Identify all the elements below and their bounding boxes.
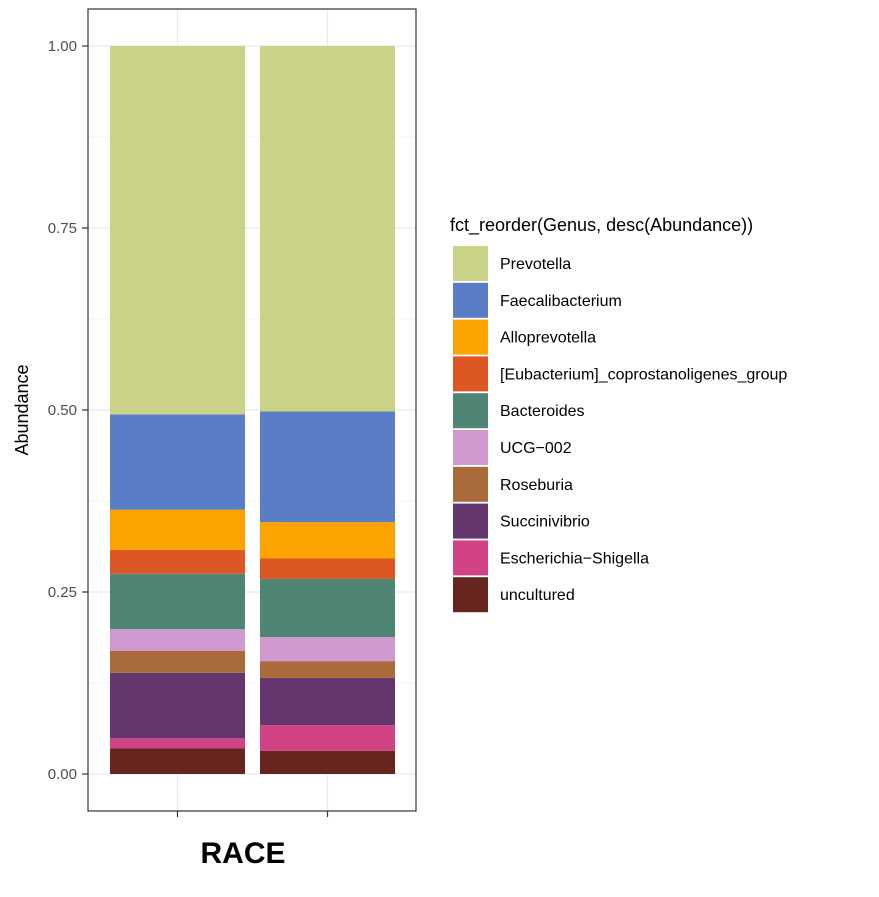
bar-segment	[260, 46, 395, 412]
bar-segment	[260, 661, 395, 678]
legend-swatch	[453, 503, 488, 539]
legend-swatch	[453, 393, 488, 429]
bars	[110, 46, 395, 774]
bar-segment	[110, 573, 245, 630]
legend-label: Escherichia−Shigella	[500, 550, 649, 567]
crop-strip	[0, 819, 879, 897]
legend-label: Roseburia	[500, 477, 573, 494]
y-tick-label: 1.00	[48, 38, 77, 55]
bar-segment	[260, 558, 395, 579]
legend-label: Prevotella	[500, 256, 571, 273]
y-axis: 0.00 0.25 0.50 0.75 1.00	[48, 38, 88, 783]
legend-label: Bacteroides	[500, 403, 585, 420]
bar-segment	[110, 46, 245, 415]
y-tick-label: 0.50	[48, 402, 77, 419]
bar-segment	[260, 750, 395, 774]
bar-segment	[260, 725, 395, 751]
bar-segment	[110, 650, 245, 673]
legend-label: uncultured	[500, 587, 575, 604]
legend-swatch	[453, 246, 488, 281]
legend: fct_reorder(Genus, desc(Abundance)) Prev…	[450, 215, 787, 613]
bar-segment	[260, 522, 395, 559]
bar-segment	[110, 738, 245, 749]
legend-label: Succinivibrio	[500, 514, 590, 531]
bar-segment	[260, 411, 395, 523]
legend-label: Faecalibacterium	[500, 293, 622, 310]
legend-swatch	[453, 319, 488, 355]
legend-label: UCG−002	[500, 440, 572, 457]
x-axis	[176, 811, 329, 817]
legend-swatch	[453, 540, 488, 576]
legend-swatch	[453, 430, 488, 465]
legend-swatch	[453, 577, 488, 613]
legend-swatch	[453, 282, 488, 318]
legend-swatch	[453, 356, 488, 392]
y-tick-label: 0.75	[48, 220, 77, 237]
legend-label: [Eubacterium]_coprostanoligenes_group	[500, 366, 787, 383]
legend-title: fct_reorder(Genus, desc(Abundance))	[450, 215, 753, 236]
bar-segment	[110, 414, 245, 510]
legend-swatch	[453, 466, 488, 502]
bar-segment	[110, 509, 245, 550]
bar-segment	[110, 672, 245, 739]
y-tick-label: 0.00	[48, 766, 77, 783]
bar-segment	[260, 578, 395, 638]
bar-segment	[260, 677, 395, 726]
y-tick-label: 0.25	[48, 584, 77, 601]
bar-segment	[110, 549, 245, 574]
x-axis-title-overlay: RACE	[200, 837, 285, 870]
bar-segment	[110, 748, 245, 774]
y-axis-title: Abundance	[12, 364, 32, 455]
bar-segment	[260, 637, 395, 662]
legend-label: Alloprevotella	[500, 330, 596, 347]
bar-segment	[110, 629, 245, 651]
